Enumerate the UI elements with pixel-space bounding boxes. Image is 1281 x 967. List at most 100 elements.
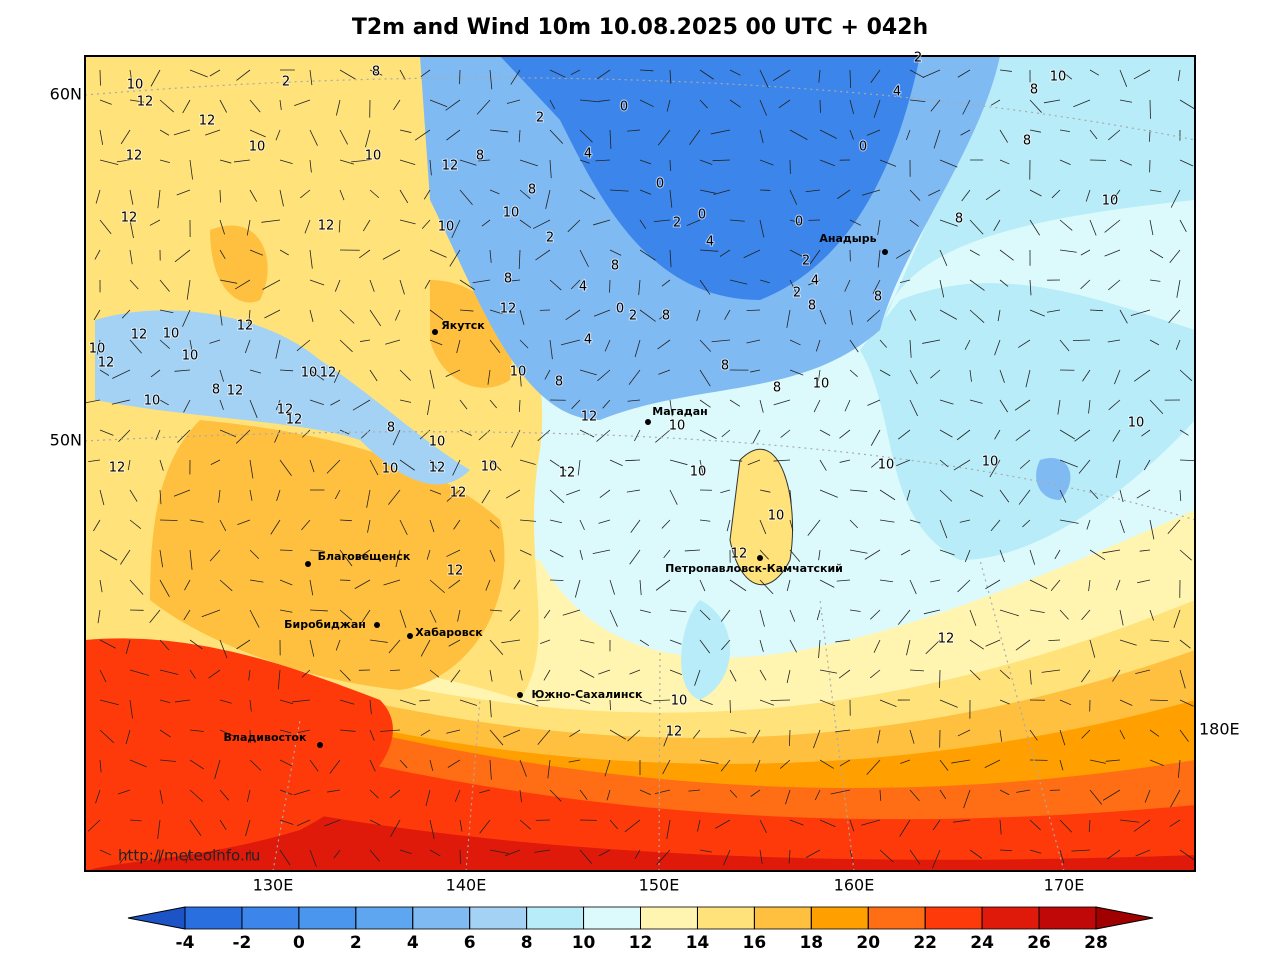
city-dot xyxy=(305,561,311,567)
contour-label: 4 xyxy=(584,147,592,162)
contour-label: 10 xyxy=(301,366,318,381)
contour-label: 10 xyxy=(1128,416,1145,431)
city-name: Хабаровск xyxy=(415,626,483,639)
contour-label: 12 xyxy=(938,632,955,647)
colorbar-box xyxy=(925,907,982,929)
contour-label: 12 xyxy=(581,410,598,425)
contour-label: 4 xyxy=(893,85,901,100)
colorbar-tick-label: 20 xyxy=(856,933,880,953)
contour-label: 12 xyxy=(442,159,459,174)
contour-label: 12 xyxy=(98,356,115,371)
lon-label: 150E xyxy=(639,876,680,895)
contour-label: 10 xyxy=(163,327,180,342)
colorbar-box xyxy=(811,907,868,929)
colorbar-box xyxy=(356,907,413,929)
contour-label: 10 xyxy=(690,465,707,480)
contour-label: 12 xyxy=(137,95,154,110)
colorbar-box xyxy=(470,907,527,929)
wind-barb xyxy=(280,550,292,551)
contour-label: 8 xyxy=(808,299,816,314)
lon-label: 170E xyxy=(1044,876,1085,895)
contour-label: 0 xyxy=(616,302,624,317)
contour-label: 10 xyxy=(438,220,455,235)
colorbar-tick-label: -2 xyxy=(232,933,251,953)
city-name: Биробиджан xyxy=(284,618,366,631)
map-fill xyxy=(81,56,1198,871)
colorbar-box xyxy=(868,907,925,929)
colorbar-tick-label: 22 xyxy=(913,933,937,953)
contour-label: 10 xyxy=(89,342,106,357)
colorbar-box xyxy=(185,907,242,929)
colorbar-tick-label: 4 xyxy=(407,933,419,953)
contour-label: 12 xyxy=(447,564,464,579)
colorbar-box xyxy=(982,907,1039,929)
contour-label: 10 xyxy=(481,460,498,475)
colorbar-box xyxy=(641,907,698,929)
colorbar-tick-label: 10 xyxy=(572,933,596,953)
contour-label: 12 xyxy=(237,319,254,334)
contour-label: 10 xyxy=(510,365,527,380)
colorbar-arrow xyxy=(1096,907,1153,929)
colorbar-box xyxy=(697,907,754,929)
contour-label: 10 xyxy=(669,419,686,434)
colorbar-tick-label: 8 xyxy=(521,933,533,953)
contour-label: 2 xyxy=(673,216,681,231)
lon-label: 140E xyxy=(446,876,487,895)
colorbar-tick-label: 18 xyxy=(799,933,823,953)
contour-label: 12 xyxy=(199,114,216,129)
city-name: Магадан xyxy=(652,405,707,418)
contour-label: 8 xyxy=(476,149,484,164)
lon-label: 180E xyxy=(1199,720,1240,739)
contour-label: 8 xyxy=(611,259,619,274)
contour-label: 4 xyxy=(811,274,819,289)
city-name: Якутск xyxy=(441,319,485,332)
contour-label: 0 xyxy=(620,100,628,115)
contour-label: 10 xyxy=(878,458,895,473)
contour-label: 8 xyxy=(773,381,781,396)
contour-label: 12 xyxy=(320,366,337,381)
wind-barb xyxy=(670,160,671,171)
city-dot xyxy=(882,249,888,255)
wind-barb xyxy=(610,700,611,710)
contour-label: 2 xyxy=(536,111,544,126)
watermark: http://meteoinfo.ru xyxy=(118,847,260,865)
colorbar-tick-label: 26 xyxy=(1027,933,1051,953)
contour-label: 10 xyxy=(503,206,520,221)
colorbar-tick-label: 0 xyxy=(293,933,305,953)
colorbar-tick-label: 24 xyxy=(970,933,994,953)
city-dot xyxy=(645,419,651,425)
contour-label: 8 xyxy=(1030,83,1038,98)
contour-label: 0 xyxy=(795,215,803,230)
city-dot xyxy=(757,555,763,561)
city-name: Владивосток xyxy=(224,731,307,744)
contour-label: 2 xyxy=(914,51,922,66)
lon-label: 160E xyxy=(834,876,875,895)
lon-label: 130E xyxy=(253,876,294,895)
city-name: Благовещенск xyxy=(318,550,411,563)
colorbar-tick-label: 14 xyxy=(686,933,710,953)
colorbar-tick-label: -4 xyxy=(176,933,195,953)
contour-label: 0 xyxy=(656,177,664,192)
contour-label: 12 xyxy=(318,219,335,234)
contour-label: 8 xyxy=(874,290,882,305)
contour-label: 10 xyxy=(365,149,382,164)
contour-label: 0 xyxy=(859,140,867,155)
contour-label: 8 xyxy=(662,309,670,324)
contour-label: 10 xyxy=(429,435,446,450)
contour-label: 2 xyxy=(629,309,637,324)
colorbar-tick-label: 28 xyxy=(1084,933,1108,953)
colorbar-box xyxy=(242,907,299,929)
contour-label: 12 xyxy=(227,384,244,399)
contour-label: 10 xyxy=(127,78,144,93)
colorbar-tick-label: 12 xyxy=(629,933,653,953)
contour-label: 8 xyxy=(955,212,963,227)
contour-label: 10 xyxy=(382,462,399,477)
colorbar-box xyxy=(754,907,811,929)
colorbar-box xyxy=(1039,907,1096,929)
contour-label: 12 xyxy=(450,486,467,501)
colorbar-box xyxy=(299,907,356,929)
colorbar-tick-label: 16 xyxy=(743,933,767,953)
colorbar-tick-label: 6 xyxy=(464,933,476,953)
contour-label: 8 xyxy=(555,375,563,390)
